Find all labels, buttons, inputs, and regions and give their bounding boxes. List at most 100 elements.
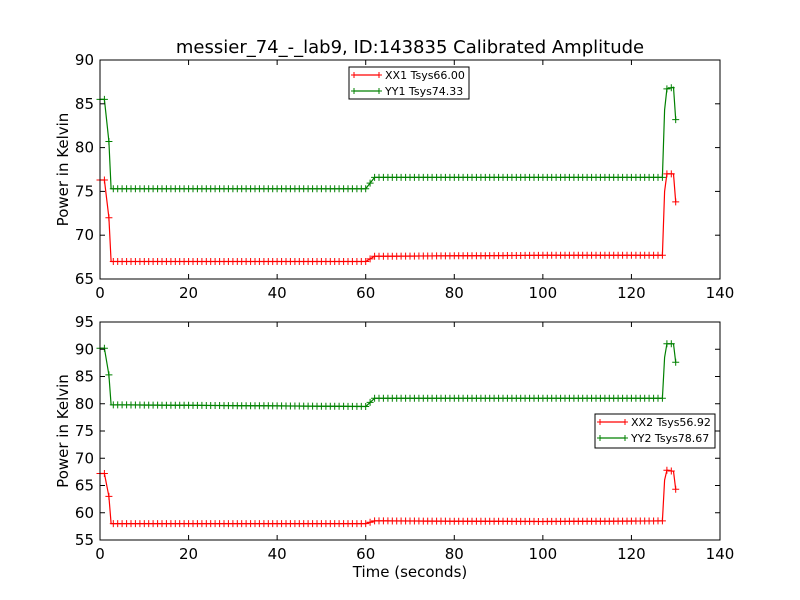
series-1 xyxy=(96,170,680,265)
data-point-marker xyxy=(366,179,374,187)
y-tick-label: 70 xyxy=(75,226,94,244)
data-point-marker xyxy=(105,214,113,222)
series-2 xyxy=(96,340,680,410)
y-tick-label: 85 xyxy=(75,95,94,113)
y-tick-label: 60 xyxy=(75,504,94,522)
legend-marker xyxy=(597,419,603,425)
series-markers xyxy=(96,170,680,265)
y-tick-label: 90 xyxy=(75,340,94,358)
x-tick-label: 100 xyxy=(529,284,558,302)
x-tick-label: 80 xyxy=(445,284,464,302)
data-point-marker xyxy=(366,398,374,406)
legend-marker xyxy=(376,88,382,94)
data-point-marker xyxy=(667,170,675,178)
data-point-marker xyxy=(667,84,675,92)
data-point-marker xyxy=(667,467,675,475)
y-axis-label: Power in Kelvin xyxy=(54,113,72,227)
legend-marker xyxy=(622,435,628,441)
series-line xyxy=(100,86,677,190)
legend-marker xyxy=(622,419,628,425)
data-point-marker xyxy=(667,340,675,348)
x-tick-label: 0 xyxy=(95,545,105,563)
y-tick-label: 85 xyxy=(75,368,94,386)
data-point-marker xyxy=(366,255,374,263)
y-tick-label: 95 xyxy=(75,313,94,331)
series-markers xyxy=(96,340,680,410)
plot-bottom: 0 20 40 60 80 100 120 140 55 60 65 70 75 80 85 90 95 Powe… xyxy=(54,313,734,563)
legend-box xyxy=(348,66,470,100)
legend-label: XX1 Tsys66.00 xyxy=(385,69,465,82)
data-point-marker xyxy=(100,95,108,103)
x-tick-label: 120 xyxy=(617,284,646,302)
legend-item: XX1 Tsys66.00 xyxy=(351,69,465,82)
legend-box xyxy=(594,413,716,449)
x-tick-label: 0 xyxy=(95,284,105,302)
data-point-marker xyxy=(100,344,108,352)
legend-label: XX2 Tsys56.92 xyxy=(631,416,711,429)
data-point-marker xyxy=(658,251,666,259)
y-tick-label: 70 xyxy=(75,449,94,467)
series-line xyxy=(100,469,677,525)
data-point-marker xyxy=(658,394,666,402)
legend: XX2 Tsys56.92 YY2 Tsys78.67 xyxy=(594,413,716,449)
data-point-marker xyxy=(366,518,374,526)
series-markers xyxy=(96,466,680,528)
chart-title: messier_74_-_lab9, ID:143835 Calibrated … xyxy=(176,37,644,58)
series-line xyxy=(100,173,677,263)
x-tick-label: 140 xyxy=(706,545,735,563)
data-point-marker xyxy=(362,403,370,410)
data-point-marker xyxy=(100,470,108,477)
legend-item: YY1 Tsys74.33 xyxy=(351,85,463,98)
data-point-marker xyxy=(672,485,680,493)
data-point-marker xyxy=(105,492,113,500)
x-tick-label: 140 xyxy=(706,284,735,302)
data-point-marker xyxy=(663,466,671,474)
data-point-marker xyxy=(658,173,666,181)
series-2 xyxy=(96,84,680,193)
x-tick-label: 80 xyxy=(445,545,464,563)
plot-top: 0 20 40 60 80 100 120 140 65 70 75 80 85 90 Power in K… xyxy=(54,51,734,302)
y-tick-label: 75 xyxy=(75,182,94,200)
data-point-marker xyxy=(658,517,666,525)
legend-item: XX2 Tsys56.92 xyxy=(597,416,711,429)
data-point-marker xyxy=(362,258,370,265)
y-tick-label: 55 xyxy=(75,531,94,549)
x-tick-label: 40 xyxy=(268,545,287,563)
y-tick-label: 65 xyxy=(75,270,94,288)
x-tick-label: 120 xyxy=(617,545,646,563)
legend-marker xyxy=(376,72,382,78)
y-tick-label: 75 xyxy=(75,422,94,440)
y-tick-label: 80 xyxy=(75,395,94,413)
x-tick-label: 40 xyxy=(268,284,287,302)
x-tick-label: 20 xyxy=(179,284,198,302)
legend-label: YY2 Tsys78.67 xyxy=(630,432,709,445)
legend: XX1 Tsys66.00 YY1 Tsys74.33 xyxy=(348,66,470,100)
data-point-marker xyxy=(672,198,680,206)
data-point-marker xyxy=(105,138,113,145)
y-tick-label: 65 xyxy=(75,477,94,495)
x-tick-label: 20 xyxy=(179,545,198,563)
y-axis-label: Power in Kelvin xyxy=(54,374,72,488)
series-1 xyxy=(96,466,680,528)
axes-frame xyxy=(99,59,721,280)
y-tick-label: 90 xyxy=(75,51,94,69)
legend-label: YY1 Tsys74.33 xyxy=(384,85,463,98)
data-point-marker xyxy=(362,185,370,193)
data-point-marker xyxy=(100,176,108,184)
x-tick-label: 60 xyxy=(356,545,375,563)
series-markers xyxy=(96,84,680,193)
x-axis-label: Time (seconds) xyxy=(352,563,468,581)
data-point-marker xyxy=(663,85,671,93)
data-point-marker xyxy=(672,358,680,366)
legend-marker xyxy=(351,88,357,94)
legend-marker xyxy=(597,435,603,441)
legend-marker xyxy=(351,72,357,78)
y-tick-label: 80 xyxy=(75,139,94,157)
x-tick-label: 100 xyxy=(529,545,558,563)
data-point-marker xyxy=(105,371,113,379)
data-point-marker xyxy=(672,116,680,124)
x-tick-label: 60 xyxy=(356,284,375,302)
legend-item: YY2 Tsys78.67 xyxy=(597,432,709,445)
data-point-marker xyxy=(362,520,370,528)
